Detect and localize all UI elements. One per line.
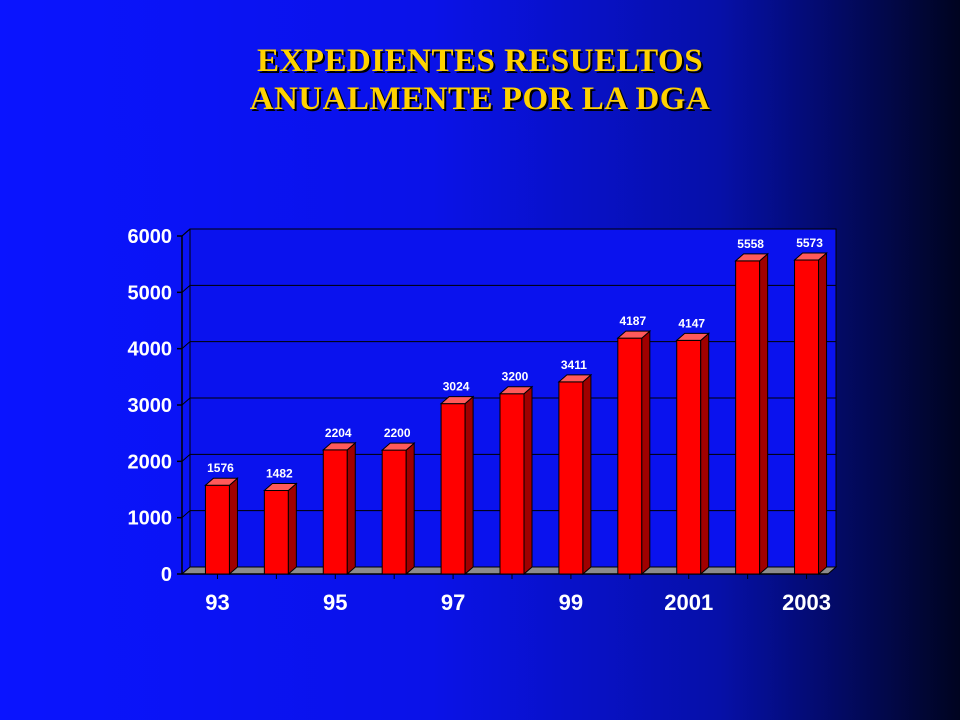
bar-data-label: 2204 [325,426,352,440]
y-tick-label: 0 [161,564,172,586]
slide-title: EXPEDIENTES RESUELTOS ANUALMENTE POR LA … [0,42,960,118]
bar-data-label: 4187 [619,314,646,328]
bar-data-label: 4147 [678,316,705,330]
bar-front [263,490,289,575]
bar-top [793,252,828,261]
bar-data-label: 3200 [502,370,529,384]
bar-side [346,441,356,576]
bar-front [204,484,230,575]
bar-2002 [734,252,769,576]
y-tick-label: 6000 [128,226,173,248]
bar-top [321,442,357,451]
bar-side [287,482,297,576]
bar-front [499,393,525,575]
bar-98 [498,385,534,576]
bar-data-label: 3024 [443,380,470,394]
slide-title-line-1: EXPEDIENTES RESUELTOS [256,43,704,79]
bar-side [228,477,238,576]
bar-94 [263,482,298,576]
y-tick-label: 3000 [128,395,173,417]
bar-front [794,259,820,575]
x-tick-label: 2003 [782,590,831,615]
y-axis-depth [181,228,191,237]
bar-top [557,374,593,383]
bar-side [700,332,710,576]
x-tick-label: 97 [441,590,465,615]
gridline-depth [181,453,191,462]
x-tick-label: 2001 [664,590,713,615]
bar-96 [380,441,416,576]
bar-side [818,251,828,576]
bar-data-label: 5573 [796,236,823,250]
bar-top [263,483,298,492]
bar-side [405,441,415,576]
y-tick-label: 4000 [128,339,173,361]
bar-top [204,477,239,486]
x-tick-label: 93 [205,590,229,615]
bar-front [381,449,407,575]
bar-2003 [793,251,828,576]
x-tick-label: 95 [323,590,347,615]
bar-front [617,337,643,575]
gridline-depth [181,284,191,293]
bar-data-label: 1482 [266,467,293,481]
bar-data-label: 5558 [737,237,764,251]
bar-front [676,339,702,575]
y-tick-label: 5000 [128,282,173,304]
bar-top [616,330,652,339]
bar-side [759,252,769,576]
bar-data-label: 1576 [207,461,234,475]
bar-front [735,260,761,575]
bar-side [464,395,474,576]
gridline-depth [181,510,191,519]
bar-top [734,253,769,262]
bar-95 [321,441,357,576]
bar-2000 [616,330,652,576]
bar-front [322,449,348,575]
gridline-depth [181,397,191,406]
bar-side [641,330,651,576]
slide-title-line-2: ANUALMENTE POR LA DGA [249,81,711,117]
bar-99 [557,373,593,576]
y-tick-label: 1000 [128,508,173,530]
gridline-depth [181,341,191,350]
bar-2001 [675,332,711,576]
bar-side [523,385,533,576]
x-tick-label: 99 [559,590,583,615]
bar-top [675,332,711,341]
bar-front [558,381,584,575]
bar-top [380,442,416,451]
bar-data-label: 2200 [384,426,411,440]
bar-93 [204,477,239,576]
bar-97 [439,395,475,576]
bar-data-label: 3411 [561,358,587,372]
bar-side [582,373,592,576]
bar-top [498,386,534,395]
y-tick-label: 2000 [128,451,173,473]
bar-front [440,403,466,575]
bar-top [439,396,475,405]
